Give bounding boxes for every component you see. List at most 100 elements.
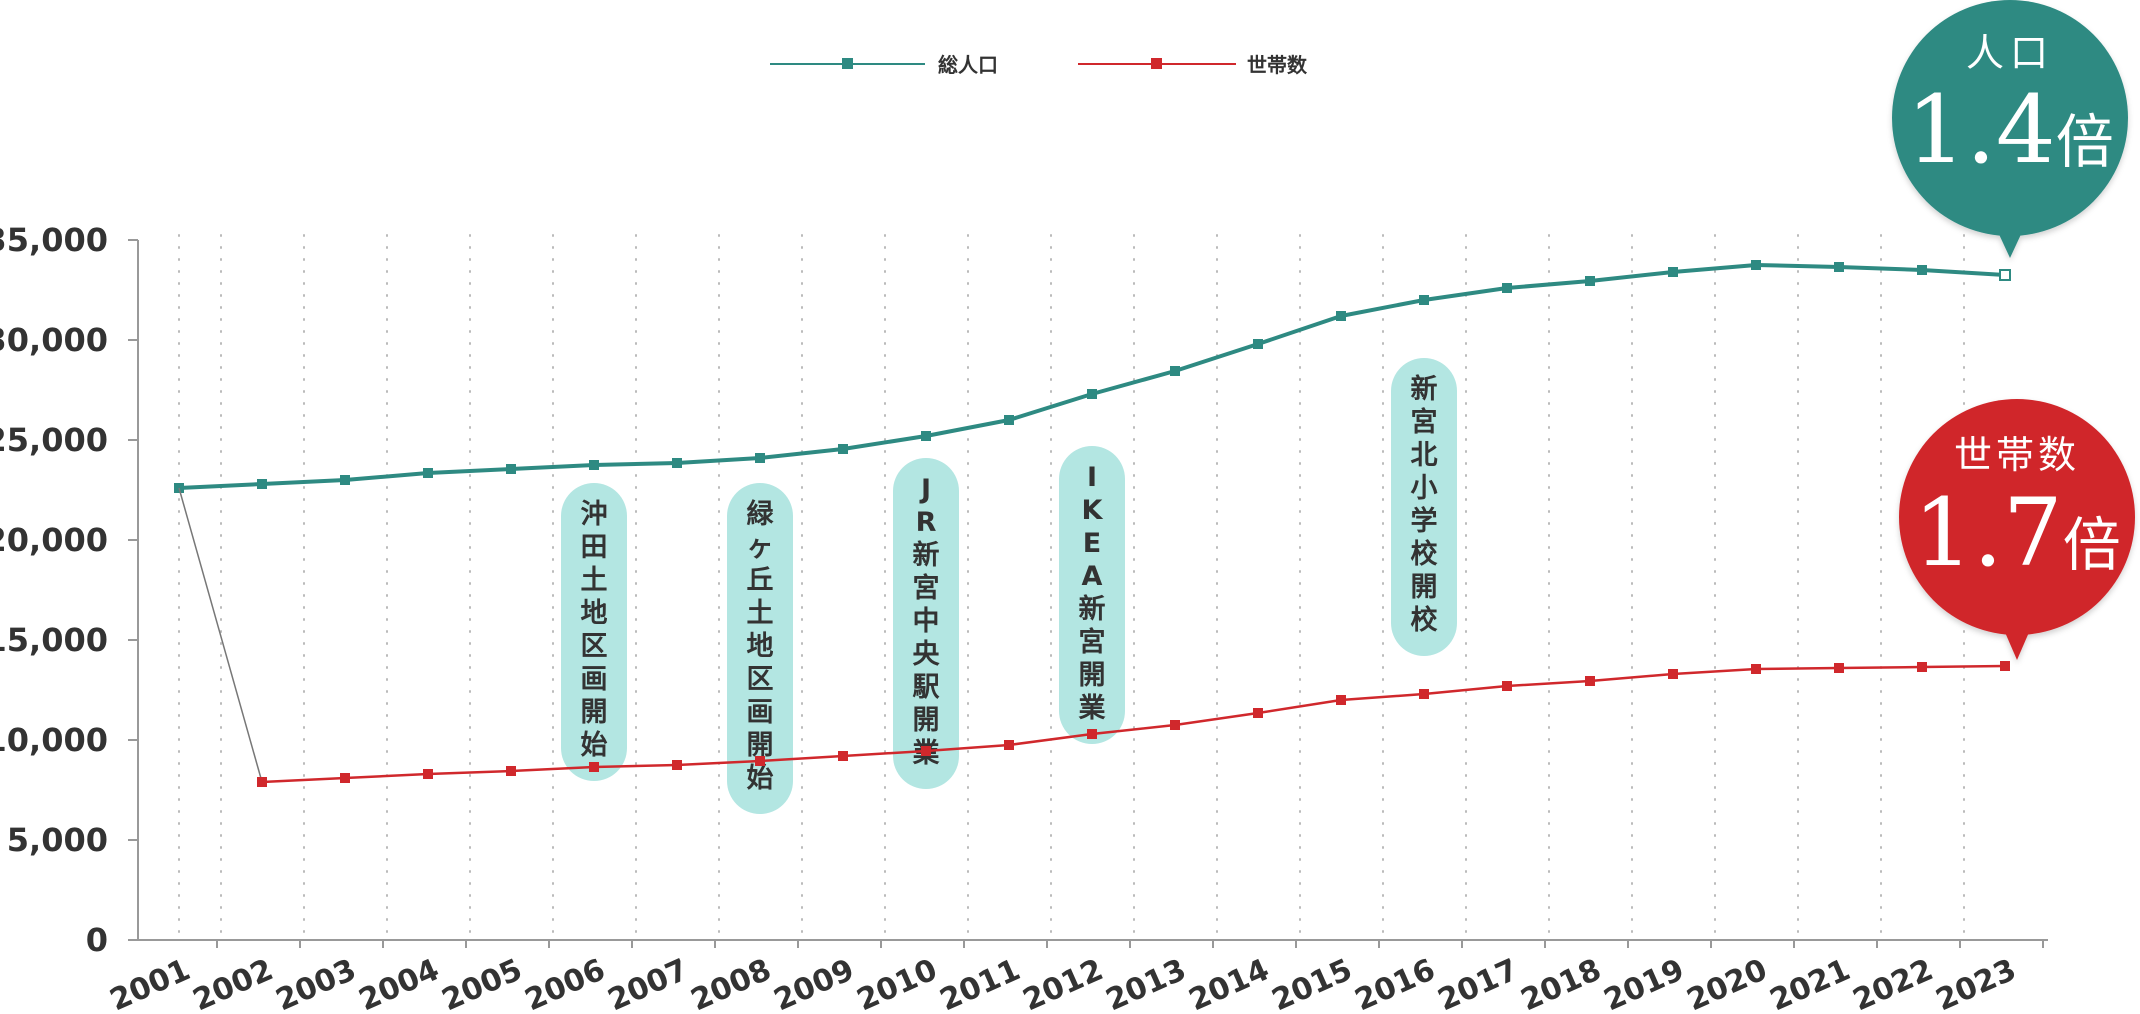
legend-marker-households — [1151, 58, 1162, 69]
data-point-population — [672, 458, 682, 468]
annotation-char: 開 — [1079, 660, 1106, 691]
data-point-households — [1004, 740, 1014, 750]
annotation-char: 区 — [581, 631, 608, 662]
legend-label-population: 総人口 — [938, 53, 998, 77]
data-point-population — [589, 460, 599, 470]
annotation-char: E — [1083, 528, 1101, 559]
population-ratio-bubble — [1892, 0, 2128, 258]
data-point-households — [506, 766, 516, 776]
x-tick-label: 2002 — [188, 952, 279, 1014]
data-point-population — [1751, 260, 1761, 270]
annotation-char: ヶ — [747, 532, 774, 563]
annotation-pill — [1391, 358, 1457, 656]
x-tick-label: 2016 — [1350, 952, 1441, 1014]
series-line-households — [261, 664, 2006, 784]
annotation-char: 緑 — [747, 498, 775, 530]
data-point-households — [1253, 708, 1263, 718]
annotation-char: 央 — [913, 639, 941, 670]
data-point-households — [1336, 695, 1346, 705]
y-tick-label: 15,000 — [0, 621, 108, 659]
annotation-2010: JR新宮中央駅開業 — [893, 458, 959, 789]
series-population — [174, 260, 2011, 493]
annotation-char: 開 — [747, 730, 774, 761]
data-point-households — [672, 760, 682, 770]
data-point-population — [1834, 262, 1844, 272]
annotation-char: 業 — [1079, 693, 1106, 724]
data-point-households — [1419, 689, 1429, 699]
annotation-char: 新 — [913, 539, 940, 571]
annotation-char: 校 — [1411, 604, 1438, 636]
data-point-households — [589, 762, 599, 772]
y-tick-label: 30,000 — [0, 321, 108, 359]
x-tick-label: 2011 — [935, 952, 1026, 1014]
annotation-char: 沖 — [581, 499, 608, 530]
households-ratio-bubble — [1899, 399, 2135, 660]
population-bubble-label: 人口 — [1966, 31, 2054, 75]
x-tick-label: 2014 — [1184, 952, 1275, 1014]
data-point-households — [1917, 662, 1927, 672]
data-point-population — [1668, 267, 1678, 277]
annotation-char: 始 — [581, 729, 608, 761]
annotation-char: 田 — [581, 532, 608, 563]
x-tick-label: 2020 — [1682, 952, 1773, 1014]
data-point-households — [1668, 669, 1678, 679]
x-tick-label: 2007 — [603, 952, 694, 1014]
data-point-population — [506, 464, 516, 474]
data-point-households — [1502, 681, 1512, 691]
x-tick-label: 2010 — [852, 952, 943, 1014]
x-tick-label: 2012 — [1018, 952, 1109, 1014]
axes — [137, 240, 2048, 941]
annotation-char: 開 — [581, 697, 608, 728]
annotation-char: 始 — [747, 762, 774, 794]
data-point-households — [2000, 661, 2010, 671]
x-tick-label: 2006 — [520, 952, 611, 1014]
y-tick-label: 25,000 — [0, 421, 108, 459]
households-bubble-pointer — [2004, 630, 2030, 660]
legend-label-households: 世帯数 — [1247, 53, 1308, 77]
y-tick-label: 0 — [86, 921, 108, 959]
annotation-char: R — [916, 507, 937, 538]
data-point-population — [257, 479, 267, 489]
data-point-households — [755, 756, 765, 766]
annotation-pill — [727, 483, 793, 814]
population-bubble-value: 1.4倍 — [1906, 76, 2114, 185]
annotation-char: 区 — [747, 664, 774, 695]
data-point-population — [1336, 311, 1346, 321]
data-point-households — [257, 777, 267, 787]
data-point-population — [1004, 415, 1014, 425]
annotation-char: A — [1082, 561, 1103, 592]
legend-item-population: 総人口 — [770, 53, 998, 77]
data-point-households — [1087, 729, 1097, 739]
annotation-char: J — [919, 474, 931, 505]
households-bubble-unit: 倍 — [2063, 511, 2121, 579]
annotation-char: 校 — [1411, 538, 1438, 570]
annotation-char: 地 — [747, 631, 774, 662]
data-point-households — [838, 751, 848, 761]
annotation-char: 学 — [1411, 505, 1438, 537]
y-tick-label: 20,000 — [0, 521, 108, 559]
annotation-pill — [1059, 446, 1125, 744]
annotation-pill — [561, 483, 627, 781]
x-tick-label: 2017 — [1433, 952, 1524, 1014]
annotation-char: 土 — [747, 598, 774, 629]
data-point-population — [1502, 283, 1512, 293]
y-axis-ticks: 0 5,000 10,000 15,000 20,000 25,000 30,000 35,0… — [0, 221, 138, 959]
annotation-char: K — [1082, 495, 1104, 526]
data-point-households — [423, 769, 433, 779]
x-tick-label: 2021 — [1765, 952, 1856, 1014]
data-point-population — [340, 475, 350, 485]
annotation-char: 開 — [913, 705, 940, 736]
annotation-char: 小 — [1411, 473, 1438, 504]
annotation-char: 駅 — [913, 672, 940, 703]
data-point-population — [1419, 295, 1429, 305]
series-households — [178, 487, 2010, 787]
data-point-households — [1834, 663, 1844, 673]
event-annotations: 沖田土地区画開始緑ヶ丘土地区画開始JR新宮中央駅開業IKEA新宮開業新宮北小学校… — [561, 358, 1457, 814]
annotation-char: 画 — [581, 664, 608, 695]
data-point-population — [423, 468, 433, 478]
x-tick-label: 2013 — [1101, 952, 1192, 1014]
